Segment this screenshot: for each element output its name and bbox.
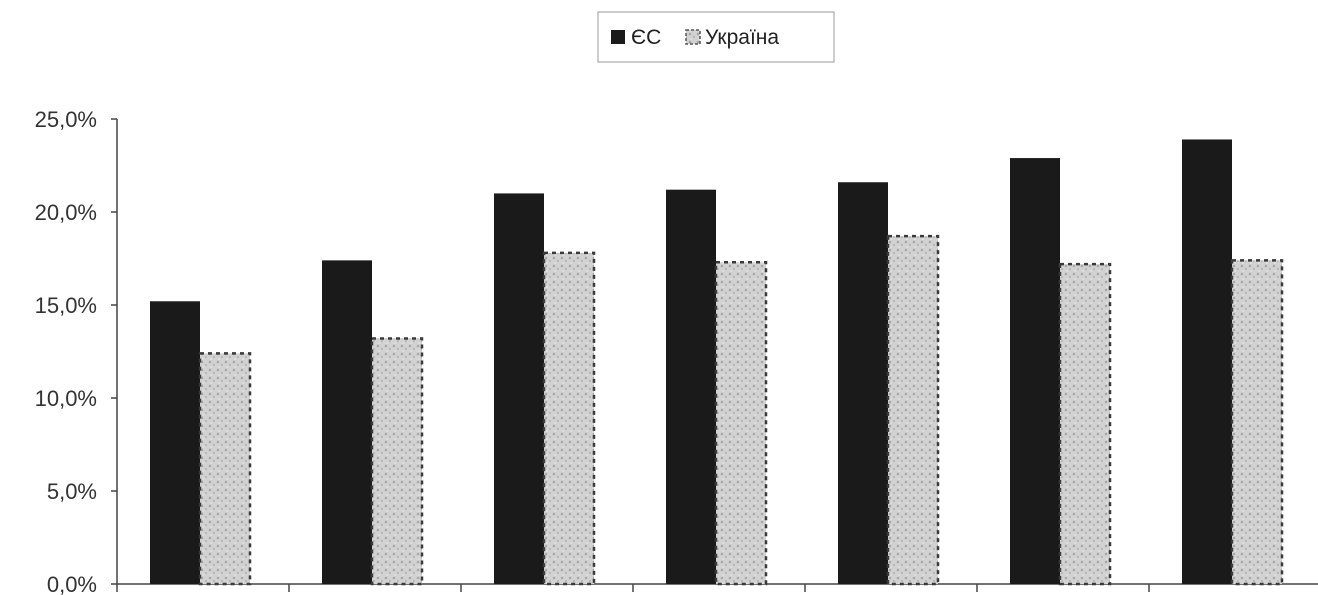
legend-label-eu: ЄС xyxy=(631,26,661,49)
y-tick-label: 0,0% xyxy=(47,572,97,595)
bar-eu xyxy=(150,301,200,584)
y-tick-label: 20,0% xyxy=(35,200,97,225)
bar-ukraine xyxy=(370,337,424,586)
bars xyxy=(150,139,1284,586)
legend-swatch-ukraine xyxy=(685,29,701,45)
bar-eu xyxy=(494,193,544,584)
y-tick-label: 5,0% xyxy=(47,479,97,504)
bar-ukraine xyxy=(886,234,940,586)
bar-eu xyxy=(666,189,716,584)
bar-ukraine xyxy=(1058,262,1112,586)
bar-ukraine xyxy=(1230,259,1284,586)
bar-ukraine xyxy=(714,260,768,586)
x-axis xyxy=(116,583,1318,592)
bar-eu xyxy=(1010,158,1060,584)
bar-eu xyxy=(1182,139,1232,584)
y-tick-label: 15,0% xyxy=(35,293,97,318)
bar-ukraine xyxy=(198,352,252,586)
y-tick-label: 25,0% xyxy=(35,107,97,132)
bar-ukraine xyxy=(542,251,596,586)
legend-box xyxy=(597,11,835,63)
legend: ЄС Україна xyxy=(597,11,835,63)
y-tick-label: 10,0% xyxy=(35,386,97,411)
y-axis: 0,0% 5,0% 10,0% 15,0% 20,0% 25,0% xyxy=(35,107,118,595)
bar-eu xyxy=(838,182,888,585)
bar-eu xyxy=(322,260,372,584)
legend-swatch-eu xyxy=(611,30,625,44)
legend-label-ukraine: Україна xyxy=(705,26,779,49)
